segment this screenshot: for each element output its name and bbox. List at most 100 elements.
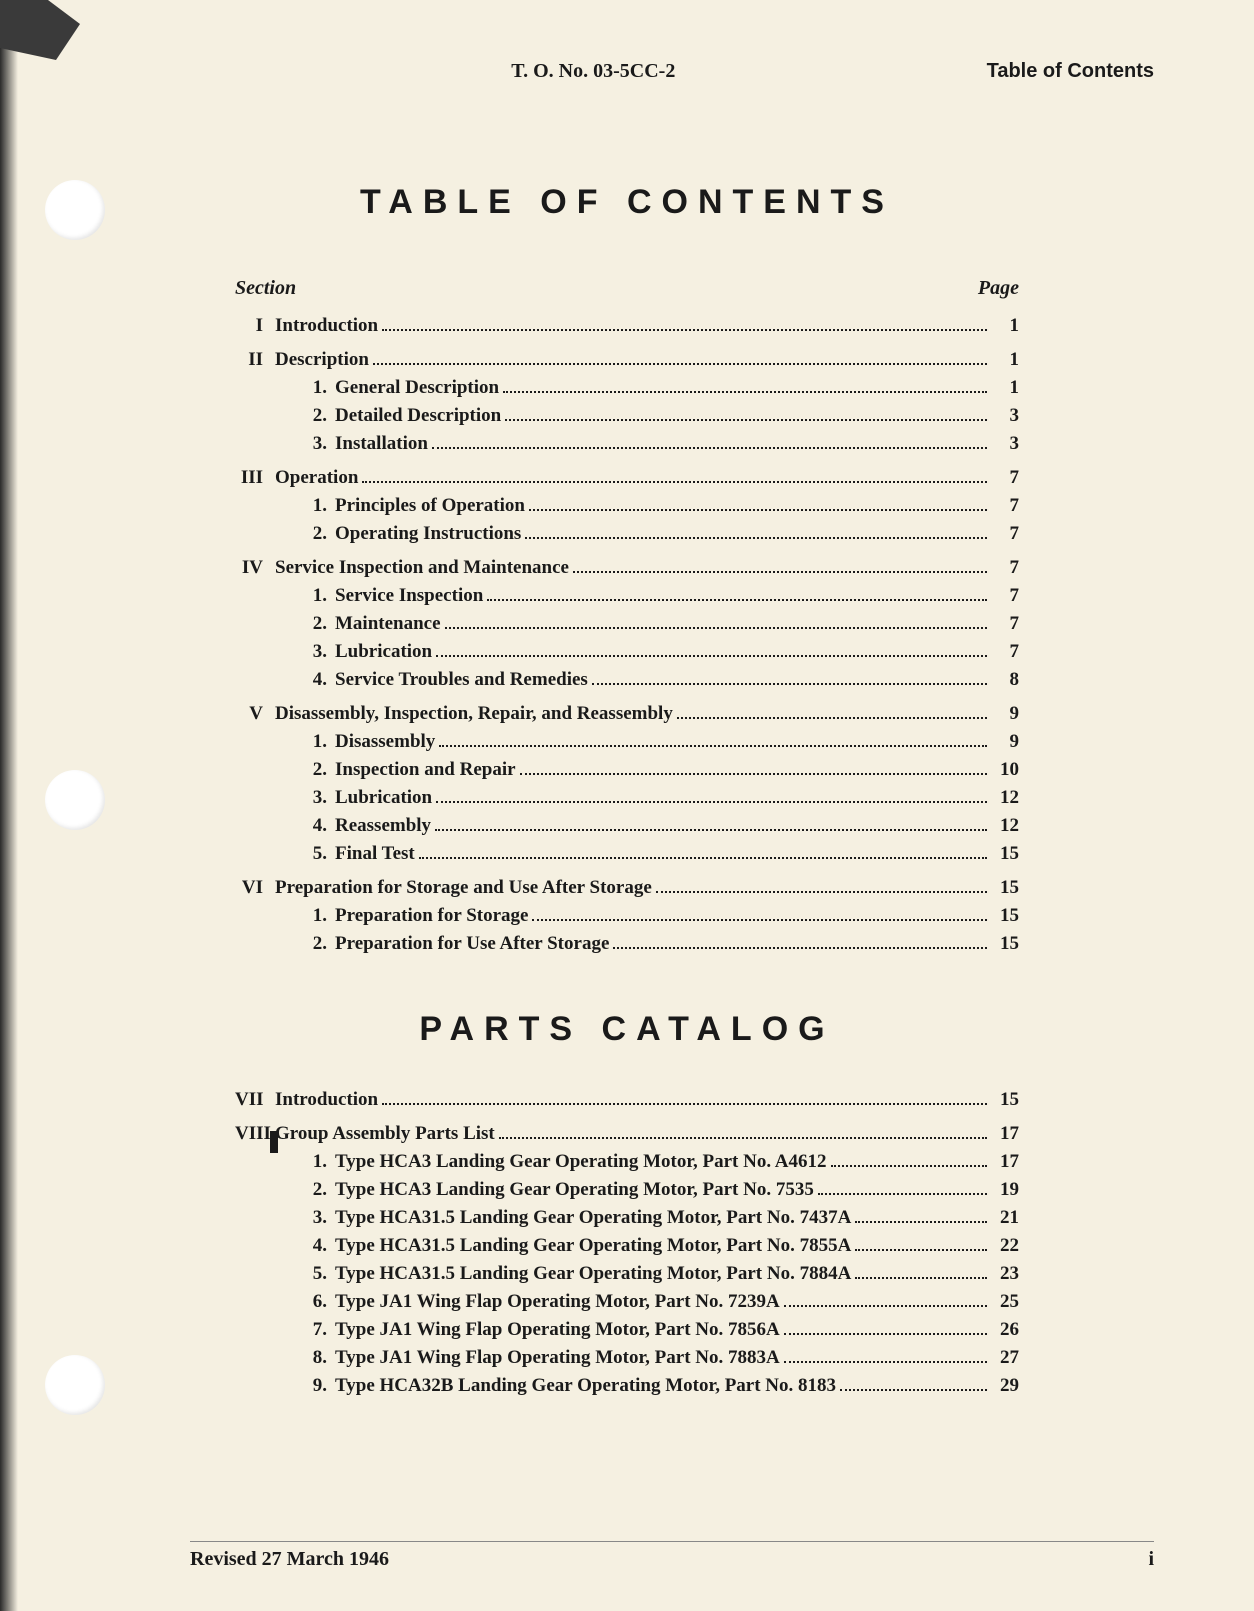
toc-entry-title: Preparation for Storage and Use After St…: [275, 877, 652, 899]
toc-page-number: 7: [991, 467, 1019, 489]
toc-section-row: VIIIGroup Assembly Parts List 17: [235, 1123, 1019, 1145]
toc-roman-numeral: III: [235, 467, 275, 489]
toc-leader-dots: [855, 1277, 987, 1279]
toc-leader-dots: [439, 745, 987, 747]
toc-page-number: 25: [991, 1291, 1019, 1313]
toc-sub-row: 2.Maintenance7: [235, 613, 1019, 635]
toc-leader-dots: [419, 857, 987, 859]
toc-leader-dots: [656, 891, 987, 893]
toc-sub-row: 1.Preparation for Storage15: [235, 905, 1019, 927]
toc-page-number: 15: [991, 843, 1019, 865]
toc-column-headers: Section Page: [235, 277, 1019, 300]
column-header-page: Page: [978, 277, 1019, 300]
toc-leader-dots: [373, 363, 987, 365]
toc-sub-number: 1.: [305, 1151, 335, 1173]
footer-page-number: i: [1148, 1548, 1154, 1571]
toc-page-number: 22: [991, 1235, 1019, 1257]
toc-sub-title: Type HCA3 Landing Gear Operating Motor, …: [335, 1151, 827, 1173]
toc-sub-title: Preparation for Use After Storage: [335, 933, 609, 955]
toc-page-number: 3: [991, 433, 1019, 455]
toc-leader-dots: [436, 655, 987, 657]
toc-sub-number: 2.: [305, 523, 335, 545]
toc-sub-number: 1.: [305, 905, 335, 927]
toc-sub-row: 5.Type HCA31.5 Landing Gear Operating Mo…: [235, 1263, 1019, 1285]
toc-sub-row: 4.Service Troubles and Remedies8: [235, 669, 1019, 691]
toc-sub-row: 4.Type HCA31.5 Landing Gear Operating Mo…: [235, 1235, 1019, 1257]
toc-sub-row: 2.Detailed Description 3: [235, 405, 1019, 427]
toc-sub-row: 9.Type HCA32B Landing Gear Operating Mot…: [235, 1375, 1019, 1397]
toc-page-number: 15: [991, 877, 1019, 899]
toc-leader-dots: [432, 447, 987, 449]
toc-page-number: 1: [991, 377, 1019, 399]
toc-page-number: 9: [991, 731, 1019, 753]
toc-page-number: 7: [991, 613, 1019, 635]
toc-sub-row: 3.Type HCA31.5 Landing Gear Operating Mo…: [235, 1207, 1019, 1229]
toc-page-number: 12: [991, 787, 1019, 809]
toc-leader-dots: [382, 329, 987, 331]
table-of-contents-title: TABLE OF CONTENTS: [100, 183, 1154, 222]
toc-page-number: 7: [991, 641, 1019, 663]
toc-page-number: 7: [991, 495, 1019, 517]
toc-page-number: 15: [991, 933, 1019, 955]
toc-leader-dots: [784, 1333, 987, 1335]
toc-entry-title: Operation: [275, 467, 358, 489]
toc-sub-row: 1.Service Inspection7: [235, 585, 1019, 607]
toc-sub-title: Operating Instructions: [335, 523, 521, 545]
footer-revision-date: Revised 27 March 1946: [190, 1548, 389, 1571]
toc-roman-numeral: II: [235, 349, 275, 371]
toc-leader-dots: [362, 481, 987, 483]
toc-sub-title: Maintenance: [335, 613, 441, 635]
toc-roman-numeral: I: [235, 315, 275, 337]
toc-sub-row: 3.Installation3: [235, 433, 1019, 455]
toc-page-number: 17: [991, 1123, 1019, 1145]
toc-sub-number: 3.: [305, 433, 335, 455]
revision-bar: [270, 1131, 278, 1153]
toc-page-number: 19: [991, 1179, 1019, 1201]
toc-sub-title: Service Inspection: [335, 585, 483, 607]
toc-page-number: 29: [991, 1375, 1019, 1397]
toc-roman-numeral: V: [235, 703, 275, 725]
toc-sub-title: Reassembly: [335, 815, 431, 837]
toc-entry-title: Introduction: [275, 1089, 378, 1111]
toc-sub-row: 4.Reassembly12: [235, 815, 1019, 837]
toc-sub-number: 1.: [305, 377, 335, 399]
toc-roman-numeral: VIII: [235, 1123, 275, 1145]
page-footer: Revised 27 March 1946 i: [190, 1541, 1154, 1571]
toc-leader-dots: [855, 1249, 987, 1251]
toc-section-row: IIntroduction1: [235, 315, 1019, 337]
toc-roman-numeral: IV: [235, 557, 275, 579]
toc-sub-row: 1.Type HCA3 Landing Gear Operating Motor…: [235, 1151, 1019, 1173]
header-section-label: Table of Contents: [987, 60, 1154, 83]
toc-sub-row: 2.Type HCA3 Landing Gear Operating Motor…: [235, 1179, 1019, 1201]
document-number: T. O. No. 03-5CC-2: [200, 60, 987, 83]
toc-entry-title: Service Inspection and Maintenance: [275, 557, 569, 579]
toc-section-row: IIIOperation 7: [235, 467, 1019, 489]
column-header-section: Section: [235, 277, 296, 300]
toc-sub-row: 2.Operating Instructions7: [235, 523, 1019, 545]
toc-page-number: 10: [991, 759, 1019, 781]
toc-list: Section Page IIntroduction1 IIDescription…: [235, 277, 1019, 955]
toc-sub-number: 6.: [305, 1291, 335, 1313]
toc-sub-number: 3.: [305, 1207, 335, 1229]
toc-sub-number: 2.: [305, 405, 335, 427]
toc-sub-title: Inspection and Repair: [335, 759, 516, 781]
toc-page-number: 7: [991, 557, 1019, 579]
toc-sub-number: 2.: [305, 759, 335, 781]
toc-page-number: 15: [991, 905, 1019, 927]
toc-page-number: 3: [991, 405, 1019, 427]
toc-entry-title: Group Assembly Parts List: [275, 1123, 495, 1145]
toc-leader-dots: [436, 801, 987, 803]
toc-leader-dots: [499, 1137, 987, 1139]
toc-section-row: IIDescription1: [235, 349, 1019, 371]
toc-sub-title: Type JA1 Wing Flap Operating Motor, Part…: [335, 1347, 780, 1369]
toc-page-number: 15: [991, 1089, 1019, 1111]
toc-sub-title: Detailed Description: [335, 405, 501, 427]
toc-sub-title: Type HCA31.5 Landing Gear Operating Moto…: [335, 1235, 851, 1257]
toc-leader-dots: [445, 627, 987, 629]
toc-entry-title: Description: [275, 349, 369, 371]
toc-sub-title: Disassembly: [335, 731, 435, 753]
toc-sub-number: 8.: [305, 1347, 335, 1369]
toc-roman-numeral: VII: [235, 1089, 275, 1111]
toc-sub-title: Type JA1 Wing Flap Operating Motor, Part…: [335, 1319, 780, 1341]
toc-sub-number: 2.: [305, 933, 335, 955]
